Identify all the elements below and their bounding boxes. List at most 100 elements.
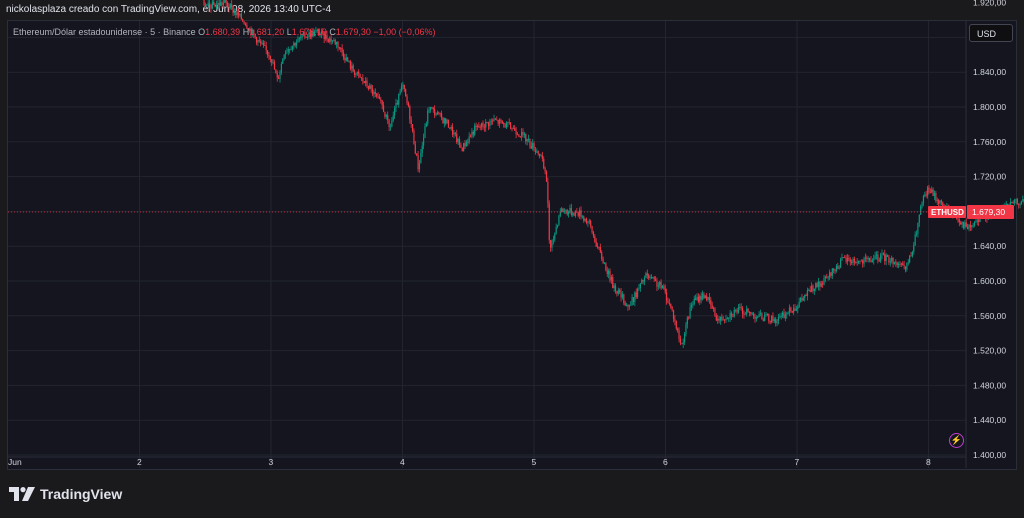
candle-body bbox=[552, 239, 554, 241]
candle-body bbox=[620, 292, 622, 298]
candle-body bbox=[831, 268, 833, 276]
chart-panel[interactable] bbox=[7, 20, 1017, 470]
candle-body bbox=[316, 30, 318, 31]
candle-body bbox=[659, 281, 661, 286]
candle-body bbox=[960, 222, 962, 225]
candle-body bbox=[791, 311, 793, 313]
candle-body bbox=[965, 222, 967, 227]
candle-body bbox=[574, 211, 577, 216]
candle-body bbox=[844, 257, 846, 259]
candle-body bbox=[761, 313, 763, 320]
candle-body bbox=[849, 259, 851, 262]
candle-body bbox=[788, 307, 791, 313]
candle-body bbox=[207, 2, 209, 5]
candle-body bbox=[888, 256, 890, 263]
candle-body bbox=[921, 202, 923, 207]
symbol-legend[interactable]: Ethereum/Dólar estadounidense · 5 · Bina… bbox=[13, 27, 435, 37]
candle-body bbox=[777, 317, 780, 322]
candle-body bbox=[703, 293, 705, 299]
candle-body bbox=[428, 109, 430, 111]
candle-body bbox=[447, 119, 450, 128]
candle-body bbox=[897, 263, 900, 265]
candle-body bbox=[683, 334, 686, 343]
candle-body bbox=[347, 57, 349, 62]
currency-button[interactable]: USD bbox=[969, 24, 1013, 42]
candle-body bbox=[413, 130, 415, 145]
candle-body bbox=[852, 258, 854, 263]
candle-body bbox=[514, 127, 516, 131]
candle-body bbox=[643, 277, 646, 282]
candle-body bbox=[891, 257, 893, 262]
candle-body bbox=[222, 2, 224, 6]
candle-body bbox=[693, 298, 695, 304]
candle-body bbox=[356, 71, 358, 74]
candle-body bbox=[464, 143, 466, 147]
candle-body bbox=[794, 308, 796, 311]
candle-body bbox=[646, 273, 648, 276]
candle-body bbox=[567, 211, 570, 215]
candle-body bbox=[295, 42, 298, 46]
candle-body bbox=[910, 255, 912, 257]
candle-body bbox=[355, 73, 357, 75]
candle-body bbox=[278, 77, 280, 79]
candle-body bbox=[838, 267, 840, 269]
candle-body bbox=[304, 32, 306, 38]
candle-body bbox=[512, 127, 514, 129]
candle-body bbox=[823, 277, 825, 285]
candle-body bbox=[770, 315, 773, 323]
candle-body bbox=[853, 258, 855, 263]
candle-body bbox=[543, 158, 545, 169]
candle-body bbox=[289, 49, 291, 50]
candle-body bbox=[384, 112, 386, 117]
candle-body bbox=[804, 294, 806, 298]
candle-body bbox=[649, 277, 651, 278]
candle-body bbox=[255, 37, 258, 43]
candle-body bbox=[724, 319, 726, 321]
candle-body bbox=[294, 42, 296, 46]
candle-body bbox=[918, 214, 920, 223]
candle-body bbox=[660, 281, 662, 289]
candle-body bbox=[487, 122, 490, 127]
candle-body bbox=[360, 77, 363, 79]
candle-body bbox=[293, 42, 295, 46]
candle-body bbox=[588, 220, 590, 222]
candle-body bbox=[584, 218, 586, 221]
lightning-icon[interactable]: ⚡ bbox=[949, 433, 964, 448]
candle-body bbox=[233, 11, 236, 14]
candle-body bbox=[215, 4, 218, 8]
candle-body bbox=[508, 122, 510, 124]
candle-body bbox=[359, 73, 361, 78]
candle-body bbox=[686, 317, 688, 325]
candle-body bbox=[345, 57, 347, 61]
candle-body bbox=[961, 222, 963, 225]
candle-body bbox=[765, 313, 767, 315]
candle-body bbox=[235, 11, 237, 16]
candle-body bbox=[505, 122, 508, 128]
candle-body bbox=[867, 258, 869, 259]
candle-body bbox=[272, 62, 274, 64]
candle-body bbox=[635, 292, 637, 298]
candle-body bbox=[862, 260, 864, 264]
candle-body bbox=[900, 263, 902, 265]
candle-body bbox=[685, 324, 687, 335]
candle-body bbox=[418, 163, 421, 170]
candle-body bbox=[279, 71, 281, 79]
candle-body bbox=[580, 210, 582, 217]
symbol-name[interactable]: Ethereum/Dólar estadounidense · 5 · Bina… bbox=[13, 27, 196, 37]
candle-body bbox=[449, 127, 451, 129]
candle-body bbox=[273, 62, 276, 70]
candle-body bbox=[331, 40, 334, 42]
candle-body bbox=[718, 318, 720, 321]
tradingview-brand[interactable]: TradingView bbox=[9, 486, 122, 502]
candle-body bbox=[784, 314, 786, 319]
candle-body bbox=[656, 280, 658, 287]
candle-body bbox=[682, 342, 684, 344]
candle-body bbox=[681, 343, 683, 345]
high-label: H bbox=[242, 27, 250, 37]
candle-body bbox=[782, 312, 784, 316]
candle-body bbox=[870, 260, 872, 263]
candle-body bbox=[719, 316, 722, 321]
candle-body bbox=[639, 283, 641, 288]
candle-body bbox=[311, 31, 313, 38]
